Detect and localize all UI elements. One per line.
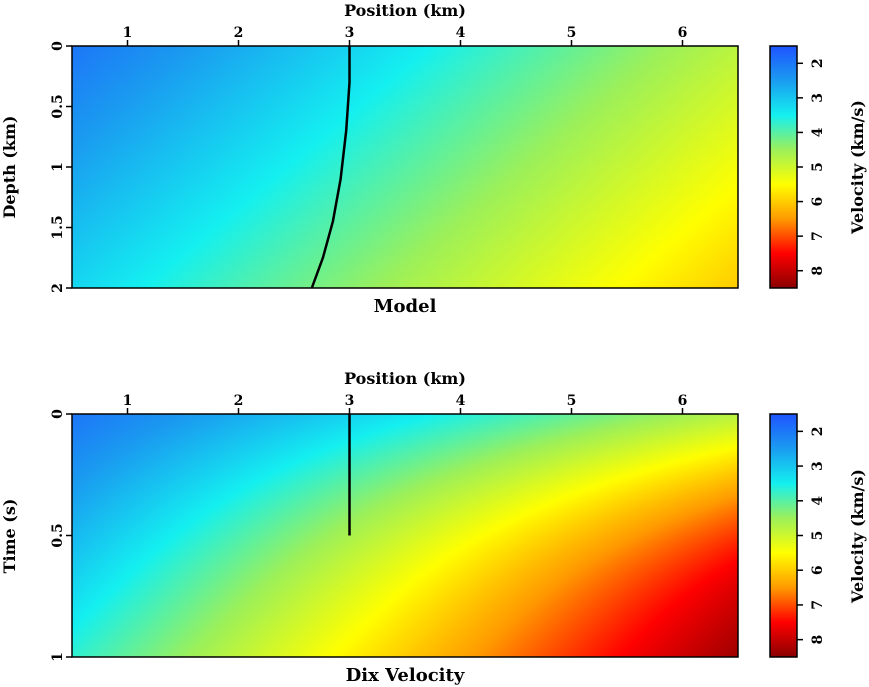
x-ticks-model: 1 2 3 4 5 6 bbox=[123, 25, 688, 46]
colorbar-model bbox=[769, 45, 798, 289]
velocity-heatmap-model bbox=[72, 46, 738, 288]
x-tick-label: 2 bbox=[234, 25, 244, 41]
x-tick-label: 3 bbox=[345, 25, 355, 41]
x-tick-label: 4 bbox=[456, 393, 466, 409]
colorbar-tick-label: 5 bbox=[810, 531, 826, 541]
x-axis-label-model: Position (km) bbox=[344, 1, 466, 20]
colorbar-tick-label: 8 bbox=[810, 635, 826, 645]
y-axis-label-model: Depth (km) bbox=[0, 116, 19, 219]
y-tick-label: 0 bbox=[50, 41, 66, 51]
colorbar-tick-label: 3 bbox=[810, 461, 826, 471]
y-axis-label-dix: Time (s) bbox=[0, 499, 19, 574]
x-tick-label: 1 bbox=[123, 25, 133, 41]
colorbar-label-model: Velocity (km/s) bbox=[848, 100, 867, 235]
ray-path-model bbox=[310, 46, 351, 289]
x-ticks-dix: 1 2 3 4 5 6 bbox=[123, 393, 688, 414]
plot-title-model: Model bbox=[374, 296, 437, 317]
colorbar-label-dix: Velocity (km/s) bbox=[848, 469, 867, 604]
velocity-heatmap-dix bbox=[72, 414, 738, 657]
y-tick-label: 1 bbox=[50, 162, 66, 172]
x-tick-label: 5 bbox=[567, 393, 577, 409]
x-axis-label-dix: Position (km) bbox=[344, 369, 466, 388]
x-tick-label: 5 bbox=[567, 25, 577, 41]
x-tick-label: 6 bbox=[678, 25, 688, 41]
colorbar-tick-label: 6 bbox=[810, 565, 826, 575]
colorbar-tick-label: 6 bbox=[810, 197, 826, 207]
colorbar-tick-label: 7 bbox=[810, 231, 826, 241]
y-tick-label: 0.5 bbox=[50, 523, 66, 547]
x-tick-label: 4 bbox=[456, 25, 466, 41]
y-tick-label: 0 bbox=[50, 409, 66, 419]
colorbar-ticks-model: 2 3 4 5 6 7 8 bbox=[797, 58, 826, 276]
x-tick-label: 3 bbox=[345, 393, 355, 409]
y-ticks-dix: 00.51 bbox=[50, 409, 72, 662]
y-ticks-model: 0 0.5 1 1.5 2 bbox=[50, 41, 72, 293]
y-tick-label: 2 bbox=[50, 283, 66, 293]
y-tick-label: 1.5 bbox=[50, 215, 66, 239]
colorbar-tick-label: 5 bbox=[810, 162, 826, 172]
x-tick-label: 2 bbox=[234, 393, 244, 409]
colorbar-tick-label: 3 bbox=[810, 93, 826, 103]
colorbar-tick-label: 8 bbox=[810, 266, 826, 276]
colorbar-tick-label: 4 bbox=[810, 127, 826, 137]
colorbar-tick-label: 4 bbox=[810, 496, 826, 506]
y-tick-label: 1 bbox=[50, 652, 66, 662]
x-tick-label: 1 bbox=[123, 393, 133, 409]
colorbar-tick-label: 2 bbox=[810, 58, 826, 68]
colorbar-ticks-dix: 2 3 4 5 6 7 8 bbox=[797, 426, 826, 645]
colorbar-tick-label: 2 bbox=[810, 426, 826, 436]
colorbar-dix bbox=[769, 413, 798, 658]
plot-title-dix: Dix Velocity bbox=[346, 665, 465, 686]
y-tick-label: 0.5 bbox=[50, 94, 66, 118]
x-tick-label: 6 bbox=[678, 393, 688, 409]
panel-model: Position (km) 1 2 3 4 5 6 0 0.5 1 1.5 2 Depth (km… bbox=[0, 1, 867, 317]
colorbar-tick-label: 7 bbox=[810, 600, 826, 610]
